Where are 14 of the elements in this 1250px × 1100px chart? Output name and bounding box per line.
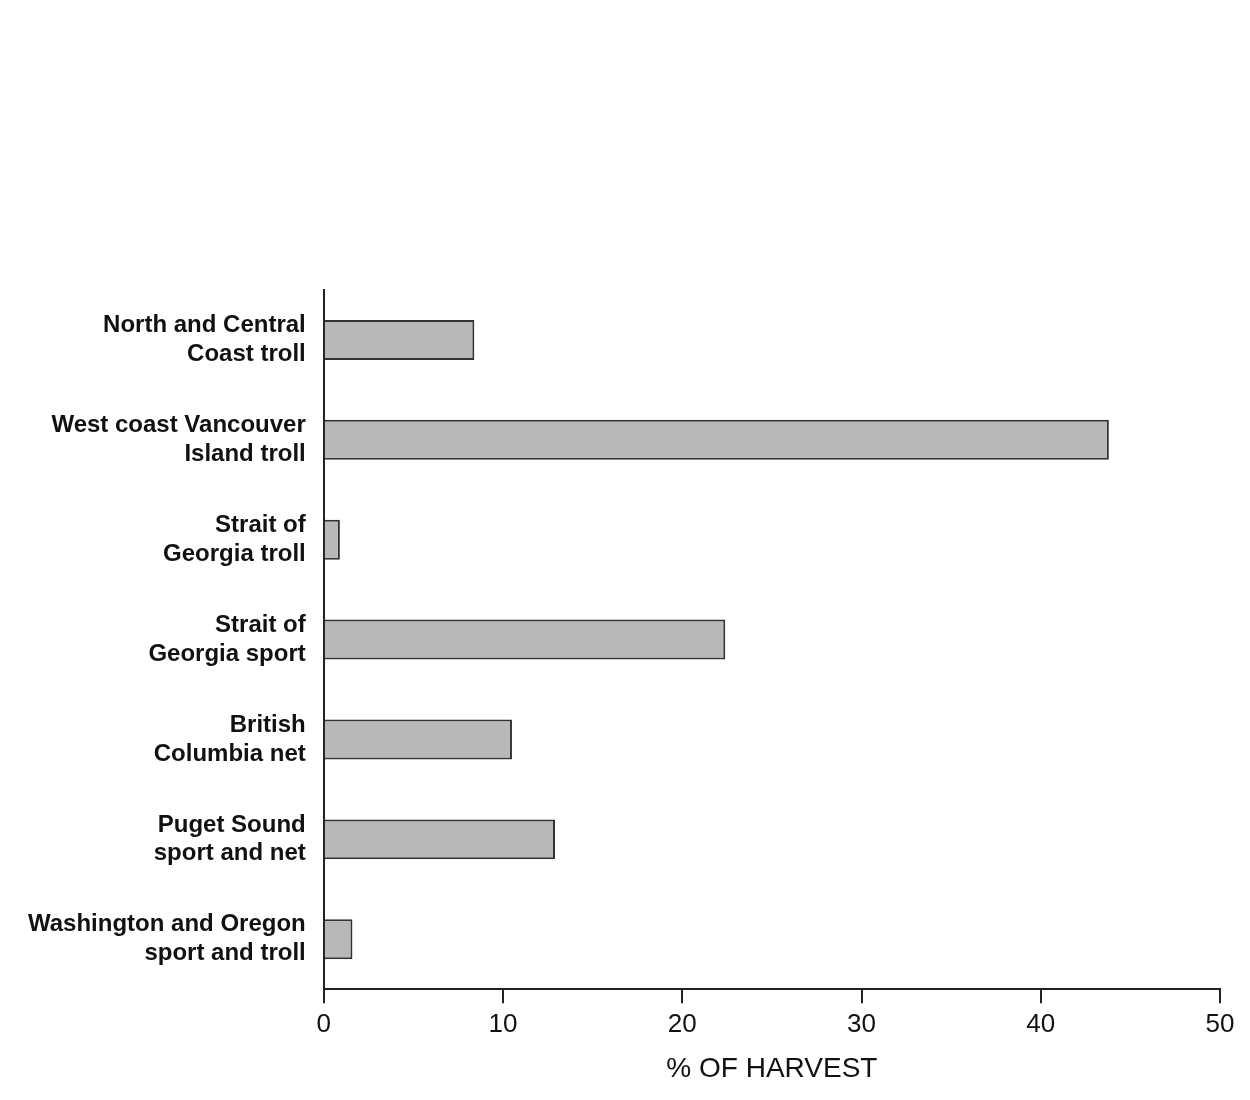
y-tick-label: Strait of Georgia troll [163, 509, 307, 566]
y-tick-label: West coast Vancouver Island troll [51, 410, 306, 466]
y-tick-label: British Columbia net [153, 709, 306, 766]
x-tick-label: 0 [316, 1007, 331, 1038]
y-tick-label: North and Central Coast troll [103, 310, 306, 366]
x-tick-label: 40 [1026, 1007, 1056, 1038]
x-axis-title: % OF HARVEST [666, 1051, 878, 1083]
y-tick-label: Strait of Georgia sport [148, 609, 307, 666]
y-tick-label: Puget Sound sport and net [153, 809, 306, 866]
x-tick-label: 30 [847, 1007, 876, 1038]
x-tick-label: 50 [1205, 1007, 1235, 1038]
x-tick-label: 10 [488, 1007, 518, 1038]
x-tick-label: 20 [667, 1007, 697, 1038]
y-tick-label: Washington and Oregon sport and troll [27, 909, 306, 966]
